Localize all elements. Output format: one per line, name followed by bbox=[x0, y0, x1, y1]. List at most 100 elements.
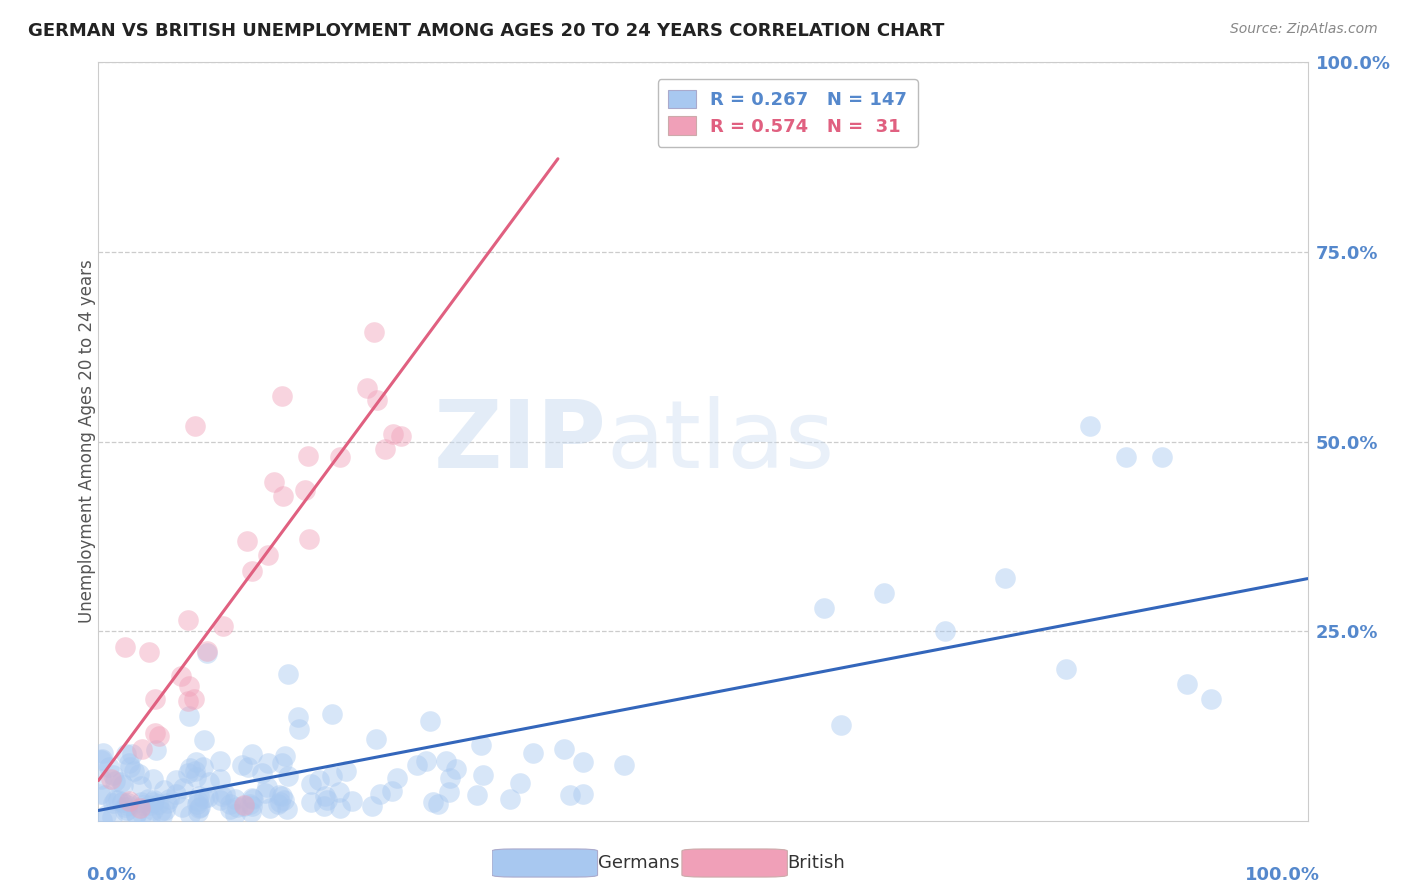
Point bbox=[188, 789, 211, 804]
Point bbox=[389, 428, 412, 442]
Point bbox=[231, 757, 253, 772]
Point bbox=[437, 785, 460, 799]
Point bbox=[572, 787, 595, 801]
Point bbox=[176, 694, 198, 708]
Text: ZIP: ZIP bbox=[433, 395, 606, 488]
Point bbox=[142, 803, 165, 817]
Point bbox=[446, 763, 468, 777]
Point bbox=[239, 797, 262, 811]
Point bbox=[277, 666, 299, 681]
Text: Germans: Germans bbox=[598, 854, 679, 872]
Point bbox=[427, 797, 450, 811]
Point bbox=[415, 754, 437, 768]
Point bbox=[405, 757, 427, 772]
Point bbox=[172, 781, 194, 796]
Point bbox=[121, 747, 143, 761]
Point bbox=[114, 747, 136, 761]
Point bbox=[132, 798, 155, 813]
Point bbox=[114, 800, 136, 814]
Point bbox=[328, 785, 350, 799]
Point bbox=[298, 532, 321, 546]
Point bbox=[240, 564, 263, 578]
Point bbox=[226, 800, 249, 814]
Point bbox=[91, 752, 114, 766]
Point bbox=[294, 483, 316, 498]
Text: British: British bbox=[787, 854, 845, 872]
Point bbox=[240, 747, 263, 762]
Point bbox=[299, 777, 322, 791]
Point bbox=[218, 797, 240, 811]
Point bbox=[191, 760, 214, 774]
FancyBboxPatch shape bbox=[492, 849, 598, 877]
Point bbox=[209, 793, 232, 807]
Point bbox=[270, 756, 292, 770]
Point bbox=[128, 767, 150, 781]
Point bbox=[91, 813, 114, 827]
Point bbox=[195, 644, 218, 658]
Point bbox=[165, 787, 187, 801]
Point bbox=[111, 795, 134, 809]
Point bbox=[381, 783, 404, 797]
Point bbox=[269, 795, 291, 809]
Point bbox=[89, 787, 111, 801]
Point bbox=[153, 782, 176, 797]
Point bbox=[98, 760, 121, 774]
Point bbox=[335, 764, 357, 779]
Point bbox=[267, 797, 290, 811]
Point bbox=[276, 802, 298, 816]
Point bbox=[994, 571, 1017, 585]
Point bbox=[118, 760, 141, 774]
Point bbox=[385, 771, 408, 785]
FancyBboxPatch shape bbox=[682, 849, 787, 877]
Point bbox=[183, 692, 205, 706]
Point bbox=[170, 668, 193, 682]
Point bbox=[124, 806, 146, 821]
Point bbox=[187, 801, 209, 815]
Point bbox=[179, 808, 201, 822]
Point bbox=[142, 772, 165, 786]
Point bbox=[117, 796, 139, 810]
Point bbox=[363, 326, 385, 340]
Point bbox=[150, 804, 173, 818]
Point bbox=[240, 805, 263, 819]
Point bbox=[114, 804, 136, 818]
Point bbox=[613, 757, 636, 772]
Point bbox=[177, 613, 200, 627]
Point bbox=[273, 793, 295, 807]
Point bbox=[100, 810, 122, 824]
Point bbox=[165, 772, 187, 787]
Point bbox=[470, 738, 492, 752]
Point bbox=[297, 450, 319, 464]
Point bbox=[184, 764, 207, 779]
Point bbox=[198, 774, 221, 789]
Point bbox=[209, 755, 232, 769]
Point bbox=[259, 800, 281, 814]
Point bbox=[153, 804, 176, 818]
Point bbox=[256, 780, 278, 794]
Point bbox=[110, 774, 132, 789]
Point bbox=[131, 742, 153, 756]
Point bbox=[232, 798, 254, 813]
Point bbox=[214, 787, 236, 801]
Point bbox=[257, 756, 280, 770]
Point bbox=[184, 755, 207, 769]
Point bbox=[240, 791, 263, 805]
Point bbox=[356, 381, 378, 395]
Point bbox=[1175, 677, 1198, 691]
Point bbox=[114, 640, 136, 654]
Point bbox=[100, 772, 122, 787]
Point bbox=[209, 772, 232, 786]
Point bbox=[271, 489, 294, 503]
Point bbox=[96, 807, 118, 822]
Point bbox=[115, 798, 138, 813]
Point bbox=[465, 789, 488, 803]
Point bbox=[188, 800, 211, 814]
Point bbox=[129, 795, 152, 809]
Point bbox=[572, 756, 595, 770]
Point bbox=[142, 792, 165, 806]
Text: atlas: atlas bbox=[606, 395, 835, 488]
Point bbox=[128, 801, 150, 815]
Point bbox=[117, 756, 139, 771]
Point bbox=[193, 732, 215, 747]
Point bbox=[142, 795, 165, 809]
